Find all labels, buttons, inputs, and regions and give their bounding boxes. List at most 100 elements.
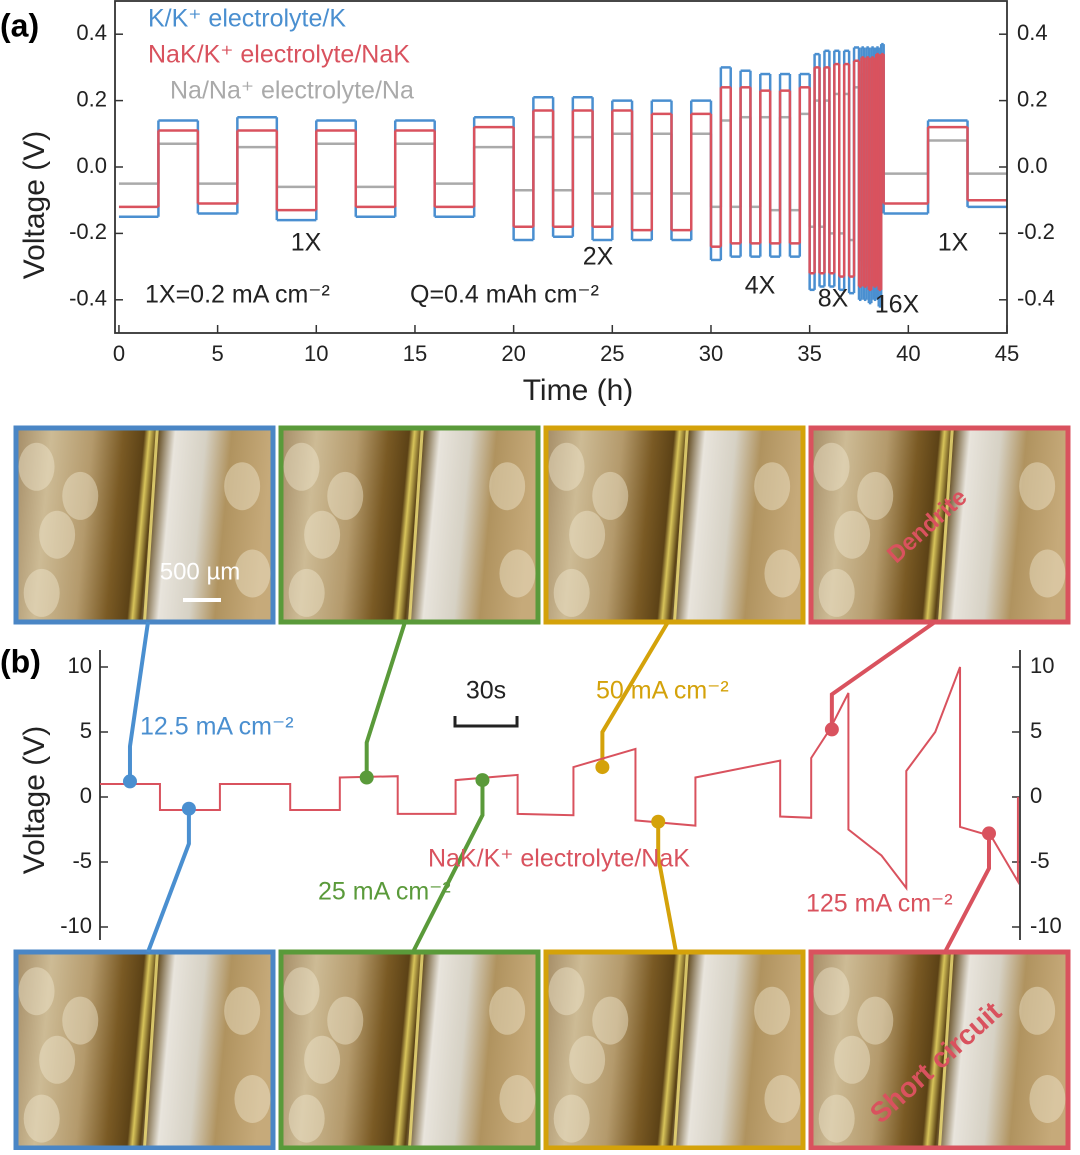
annotation: 50 mA cm⁻²	[596, 677, 729, 705]
photo-texture	[754, 462, 791, 511]
annotation: 1X	[938, 229, 969, 257]
marker	[359, 770, 374, 785]
y-tick-label: 0.0	[76, 153, 107, 178]
photo-streak	[408, 427, 424, 623]
x-tick-label: 10	[304, 341, 328, 366]
marker	[595, 760, 610, 775]
connector	[829, 620, 937, 730]
annotation: 4X	[745, 272, 776, 300]
photo-texture	[857, 996, 894, 1045]
photo-frame	[278, 425, 541, 625]
photo	[808, 425, 1071, 625]
photo-texture	[764, 549, 801, 598]
photo-texture	[234, 1075, 271, 1123]
voltage-line	[100, 666, 1019, 891]
x-tick-label: 45	[995, 341, 1019, 366]
series-label: NaK/K⁺ electrolyte/NaK	[428, 845, 690, 873]
photo	[13, 949, 276, 1151]
photo-texture	[548, 442, 585, 491]
panel-label: (b)	[0, 643, 41, 679]
annotation: 8X	[818, 285, 849, 313]
photo-texture	[764, 1075, 801, 1123]
photo-texture	[569, 1035, 606, 1084]
panel-label: (a)	[0, 7, 39, 43]
photo-texture	[818, 568, 855, 617]
photo-texture	[592, 471, 629, 520]
photo-texture	[813, 967, 850, 1016]
y-tick-label: -10	[60, 913, 92, 938]
photo-texture	[499, 549, 536, 598]
y-tick-label: 0.0	[1017, 153, 1048, 178]
y-tick-label: -0.2	[69, 219, 107, 244]
photo-texture	[23, 1094, 60, 1143]
connector	[146, 808, 191, 953]
photo-texture	[1029, 549, 1066, 598]
y-tick-label: 0.4	[76, 20, 107, 45]
annotation: 2X	[583, 243, 614, 271]
marker	[981, 826, 996, 841]
y-tick-label: 0	[80, 783, 92, 808]
photo-scale-label: 500 µm	[160, 558, 241, 585]
photo-texture	[234, 549, 271, 598]
photo-texture	[1019, 986, 1056, 1035]
photo-texture	[327, 471, 364, 520]
photo	[543, 949, 806, 1151]
photo	[808, 949, 1071, 1151]
photo-texture	[304, 510, 341, 559]
photo-texture	[818, 1094, 855, 1143]
photo-texture	[834, 510, 871, 559]
y-tick-label: -10	[1030, 913, 1062, 938]
photo-texture	[1019, 462, 1056, 511]
y-tick-label: -0.4	[1017, 286, 1055, 311]
connector	[411, 780, 485, 953]
y-tick-label: 5	[80, 718, 92, 743]
marker	[181, 801, 196, 816]
y-tick-label: 10	[68, 653, 92, 678]
photo-frame	[808, 949, 1071, 1151]
photo-texture	[62, 996, 99, 1045]
scale-bar-label: 30s	[466, 677, 506, 705]
photo-texture	[283, 442, 320, 491]
photo-image	[546, 952, 803, 1148]
photo-texture	[304, 1035, 341, 1084]
photo-image	[16, 428, 273, 622]
legend-entry: NaK/K⁺ electrolyte/NaK	[148, 41, 410, 69]
annotation: 25 mA cm⁻²	[318, 878, 451, 906]
photo	[13, 425, 276, 625]
y-tick-label: 0	[1030, 783, 1042, 808]
y-axis-title: Voltage (V)	[18, 726, 51, 874]
connector	[127, 621, 150, 782]
photo-image	[546, 428, 803, 622]
photo-streak	[143, 951, 159, 1149]
photo-frame	[13, 949, 276, 1151]
photo-texture	[39, 510, 76, 559]
y-axis-title: Voltage (V)	[18, 131, 51, 279]
photo-texture	[23, 568, 60, 617]
photo-texture	[39, 1035, 76, 1084]
photo-texture	[553, 1094, 590, 1143]
photo-texture	[1029, 1075, 1066, 1123]
annotation: 1X	[291, 229, 322, 257]
x-axis-title: Time (h)	[523, 374, 634, 407]
photo-texture	[62, 471, 99, 520]
photo-streak	[938, 427, 954, 623]
photo-streak	[408, 951, 424, 1149]
photo-frame	[808, 425, 1071, 625]
x-tick-label: 20	[501, 341, 525, 366]
annotation: 125 mA cm⁻²	[806, 890, 953, 918]
photo-streak	[673, 951, 689, 1149]
connector	[600, 620, 670, 768]
photo-texture	[224, 986, 261, 1035]
annotation: Q=0.4 mAh cm⁻²	[410, 281, 599, 309]
y-tick-label: 0.2	[1017, 86, 1048, 111]
marker	[475, 773, 490, 788]
marker	[824, 722, 839, 737]
y-tick-label: 0.2	[76, 86, 107, 111]
photo-texture	[499, 1075, 536, 1123]
x-tick-label: 40	[896, 341, 920, 366]
photo-streak	[143, 427, 159, 623]
photo-texture	[283, 967, 320, 1016]
plot-frame	[114, 0, 1008, 334]
annotation: 1X=0.2 mA cm⁻²	[145, 281, 330, 309]
